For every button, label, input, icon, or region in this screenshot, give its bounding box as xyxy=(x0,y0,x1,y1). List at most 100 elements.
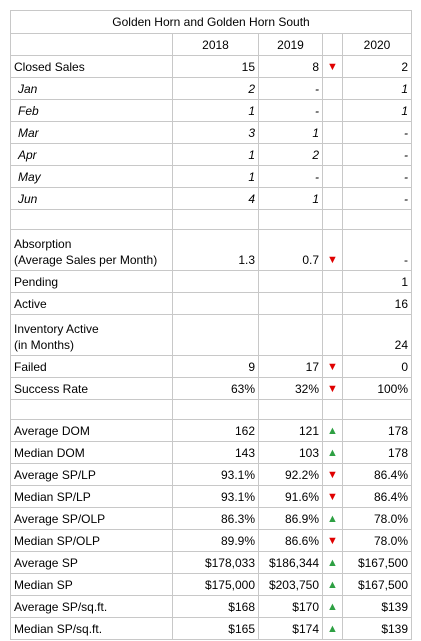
value-2020: 1 xyxy=(341,270,413,293)
table-row: Median SP/sq.ft. $165 $174 ▲ $139 xyxy=(10,617,413,640)
row-label: Absorption (Average Sales per Month) xyxy=(10,229,173,271)
trend-up-icon: ▲ xyxy=(327,622,338,635)
value-2019: 0.7 xyxy=(258,229,323,271)
value-2018: $168 xyxy=(172,595,259,618)
value-2019: $170 xyxy=(258,595,323,618)
value-2019: 32% xyxy=(258,377,323,400)
row-label-line2: (in Months) xyxy=(14,338,75,352)
stats-sheet: Golden Horn and Golden Horn South 2018 2… xyxy=(9,10,413,640)
value-2018: 86.3% xyxy=(172,507,259,530)
value-2018: 1.3 xyxy=(172,229,259,271)
value-2019: - xyxy=(258,165,323,188)
header-2020: 2020 xyxy=(341,33,413,56)
value-2019: 1 xyxy=(258,121,323,144)
trend-cell: ▼ xyxy=(322,377,343,400)
row-label: Median SP/OLP xyxy=(10,529,173,552)
table-row: Median SP $175,000 $203,750 ▲ $167,500 xyxy=(10,573,413,596)
value-2020: $139 xyxy=(341,617,413,640)
trend-cell: ▼ xyxy=(322,229,343,271)
value-2020: 0 xyxy=(341,355,413,378)
value-2020: 24 xyxy=(341,314,413,356)
trend-up-icon: ▲ xyxy=(327,512,338,525)
value-2018: 63% xyxy=(172,377,259,400)
value-2020: 78.0% xyxy=(341,529,413,552)
row-label: Pending xyxy=(10,270,173,293)
value-2019: 1 xyxy=(258,187,323,210)
trend-down-icon: ▼ xyxy=(327,382,338,395)
table-row: May 1- - xyxy=(10,165,413,188)
trend-up-icon: ▲ xyxy=(327,578,338,591)
table-row: Jan 2-1 xyxy=(10,77,413,100)
trend-cell: ▲ xyxy=(322,551,343,574)
spacer-cell xyxy=(10,209,173,230)
value-2020: - xyxy=(341,121,413,144)
table-row: Average DOM 162 121 ▲ 178 xyxy=(10,419,413,442)
value-2020: 1 xyxy=(341,77,413,100)
trend-cell-empty xyxy=(322,314,343,356)
row-label: Average SP/sq.ft. xyxy=(10,595,173,618)
value-2018: 143 xyxy=(172,441,259,464)
table-row: Average SP/OLP 86.3% 86.9% ▲ 78.0% xyxy=(10,507,413,530)
value-2018: 162 xyxy=(172,419,259,442)
value-2019: 86.6% xyxy=(258,529,323,552)
value-2018: 93.1% xyxy=(172,463,259,486)
table-row: Failed 9 17 ▼ 0 xyxy=(10,355,413,378)
value-2018: $175,000 xyxy=(172,573,259,596)
value-2020: - xyxy=(341,165,413,188)
value-2019 xyxy=(258,270,323,293)
value-2020: 16 xyxy=(341,292,413,315)
row-label: Active xyxy=(10,292,173,315)
spacer-cell xyxy=(341,209,413,230)
value-2018: 1 xyxy=(172,165,259,188)
trend-up-icon: ▲ xyxy=(327,600,338,613)
spacer-row xyxy=(10,209,413,230)
value-2018 xyxy=(172,292,259,315)
spacer-cell xyxy=(172,209,259,230)
value-2020: 178 xyxy=(341,419,413,442)
trend-cell: ▼ xyxy=(322,355,343,378)
table-row: Inventory Active (in Months) 24 xyxy=(10,314,413,356)
spacer-cell xyxy=(341,399,413,420)
table-row: Closed Sales 15 8 ▼ 2 xyxy=(10,55,413,78)
row-label: Jan xyxy=(10,77,173,100)
value-2018: 3 xyxy=(172,121,259,144)
trend-cell-empty xyxy=(322,143,343,166)
value-2019: 2 xyxy=(258,143,323,166)
table-row: Average SP/LP 93.1% 92.2% ▼ 86.4% xyxy=(10,463,413,486)
trend-cell: ▲ xyxy=(322,573,343,596)
value-2018: $165 xyxy=(172,617,259,640)
trend-up-icon: ▲ xyxy=(327,424,338,437)
trend-cell: ▲ xyxy=(322,507,343,530)
value-2019: 103 xyxy=(258,441,323,464)
value-2019: 8 xyxy=(258,55,323,78)
trend-cell: ▼ xyxy=(322,529,343,552)
value-2018: 15 xyxy=(172,55,259,78)
value-2020: 78.0% xyxy=(341,507,413,530)
value-2018: 89.9% xyxy=(172,529,259,552)
row-label: Median SP xyxy=(10,573,173,596)
trend-cell: ▼ xyxy=(322,55,343,78)
row-label: Average DOM xyxy=(10,419,173,442)
trend-cell-empty xyxy=(322,77,343,100)
row-label: Success Rate xyxy=(10,377,173,400)
table-row: Jun 4 1- xyxy=(10,187,413,210)
stats-table: Golden Horn and Golden Horn South 2018 2… xyxy=(9,10,413,640)
value-2020: 178 xyxy=(341,441,413,464)
value-2018: 4 xyxy=(172,187,259,210)
spacer-cell xyxy=(322,399,343,420)
value-2018 xyxy=(172,270,259,293)
row-label: Median SP/LP xyxy=(10,485,173,508)
row-label: Closed Sales xyxy=(10,55,173,78)
spacer-cell xyxy=(258,209,323,230)
value-2019: 92.2% xyxy=(258,463,323,486)
trend-cell-empty xyxy=(322,99,343,122)
value-2020: $139 xyxy=(341,595,413,618)
row-label-line1: Absorption xyxy=(14,237,72,251)
spacer-row xyxy=(10,399,413,420)
value-2020: $167,500 xyxy=(341,551,413,574)
trend-cell: ▲ xyxy=(322,595,343,618)
value-2019: 91.6% xyxy=(258,485,323,508)
table-row: Mar 3 1- xyxy=(10,121,413,144)
value-2020: 100% xyxy=(341,377,413,400)
row-label-line1: Inventory Active xyxy=(14,322,99,336)
